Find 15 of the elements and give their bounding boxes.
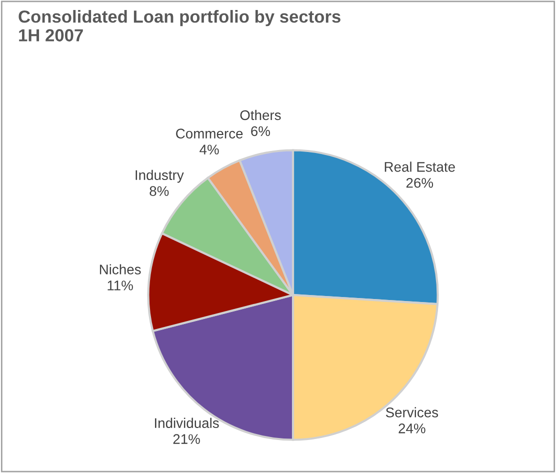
data-label: 11% [108, 280, 133, 290]
data-label: 21% [173, 434, 200, 444]
data-label: 4% [200, 144, 219, 154]
slice-label: Real Estate [384, 162, 455, 172]
slice-label: Commerce [176, 128, 243, 139]
data-label: 24% [398, 424, 426, 434]
slice-label: Niches [100, 264, 141, 274]
data-label: 6% [251, 126, 270, 136]
slice-label: Individuals [155, 418, 219, 428]
data-label: 8% [150, 186, 169, 196]
data-label: 26% [406, 178, 434, 188]
chart-title: Consolidated Loan portfolio by sectors 1H 2007 [18, 10, 340, 42]
slice-label: Industry [136, 170, 184, 183]
slice-label: Services [386, 407, 438, 418]
slice-label: Others [240, 110, 281, 120]
